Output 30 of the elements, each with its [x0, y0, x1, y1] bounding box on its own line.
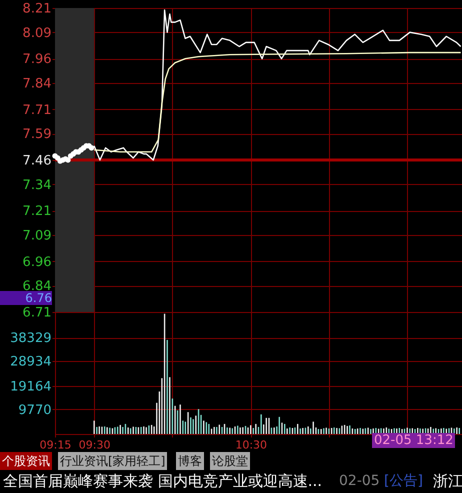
y-tick-label: 8.09 [22, 26, 52, 41]
x-tick-label: 09:15 [40, 438, 72, 452]
y-tick-label: 7.21 [22, 204, 52, 220]
y-tick-label: 7.84 [22, 76, 52, 92]
y-tick-label: 7.09 [22, 228, 52, 244]
y-tick-label: 7.34 [22, 178, 52, 193]
y-tick-label: 19164 [10, 379, 52, 394]
y-tick-label: 7.59 [22, 127, 52, 142]
text: [公告] [384, 472, 423, 490]
x-tick-label: 10:30 [235, 438, 268, 452]
text: 02-05 [339, 472, 380, 490]
text: 个股资讯 [0, 452, 52, 470]
text: 行业资讯[家用轻工] [58, 452, 168, 470]
text: 论股堂 [210, 452, 250, 470]
point [65, 157, 71, 163]
text: 6.76 [0, 291, 52, 305]
y-tick-label: 38329 [10, 331, 52, 346]
y-tick-label: 7.71 [22, 102, 52, 118]
y-tick-label: 28934 [10, 354, 52, 370]
text: 博客 [176, 452, 204, 470]
y-tick-label: 6.71 [22, 306, 52, 320]
y-tick-label: 7.96 [22, 52, 52, 68]
y-tick-label: 8.21 [22, 2, 52, 16]
y-tick-label: 7.46 [22, 154, 52, 168]
annotation: 02-05 13:12 [372, 433, 456, 448]
x-tick-label: 09:30 [78, 438, 110, 452]
y-tick-label: 6.96 [22, 254, 52, 270]
y-tick-label: 9770 [18, 402, 52, 418]
text: 全国首届巅峰赛事来袭 国内电竞产业或迎高速... [3, 472, 322, 490]
point [88, 145, 94, 151]
